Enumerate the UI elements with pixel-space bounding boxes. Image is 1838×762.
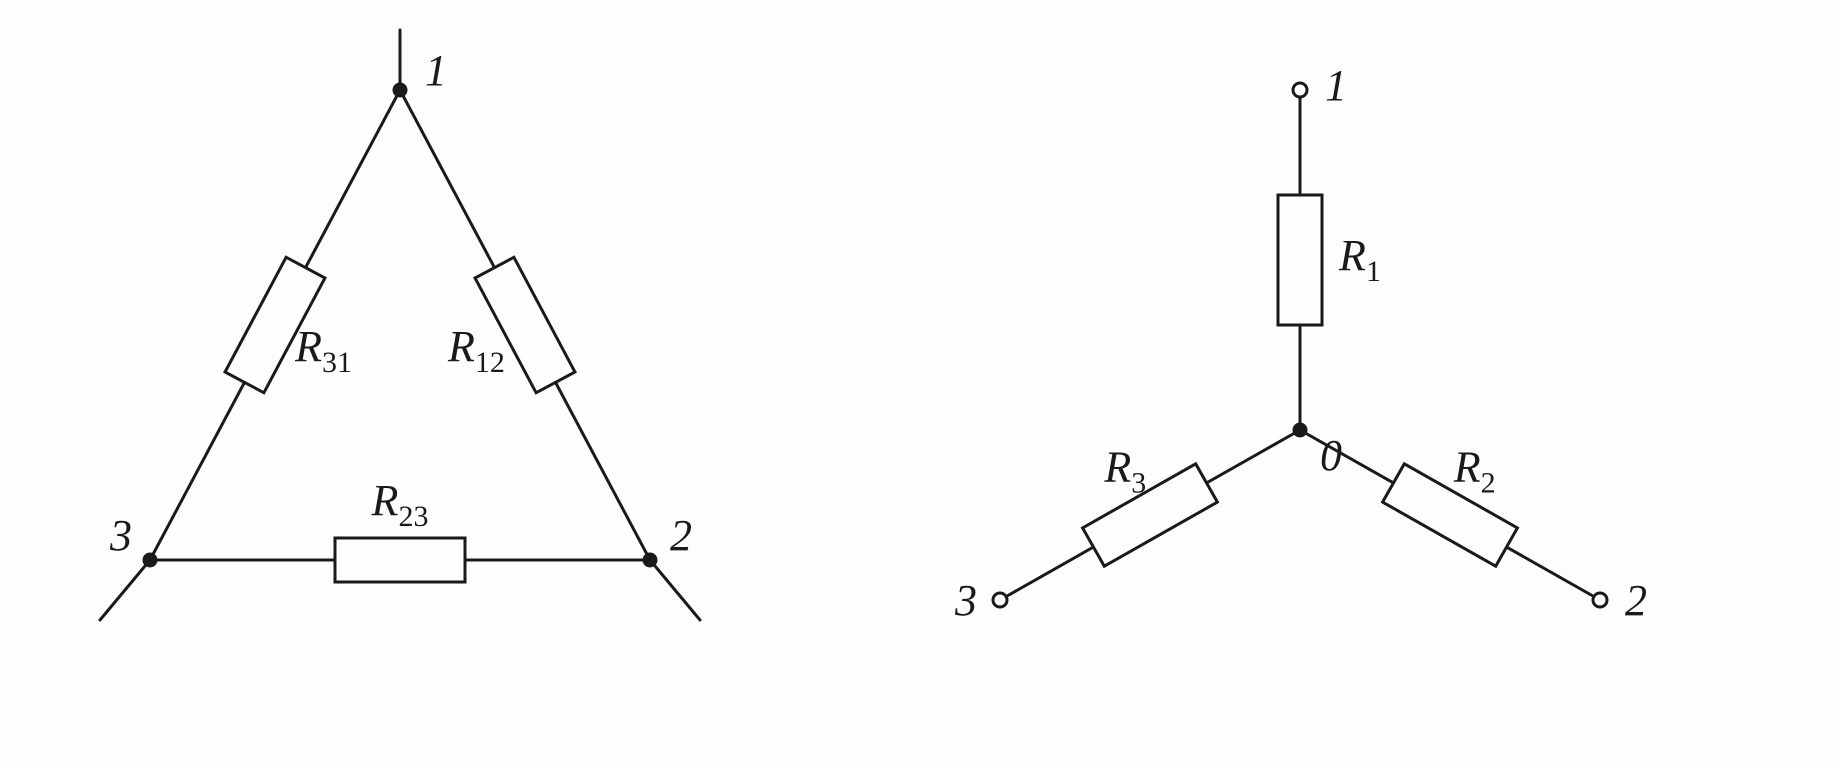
label-r2: R2 <box>1453 443 1496 500</box>
wye-node-label-n3: 3 <box>954 576 977 625</box>
wye-node-label-n2: 2 <box>1625 576 1647 625</box>
delta-node-label-n3: 3 <box>109 511 132 560</box>
wye-center-label: 0 <box>1320 431 1342 480</box>
circuit-diagram: R12 R23 R31 1 2 3 R1 R2 R3 0 1 2 3 <box>0 0 1838 762</box>
label-r12: R12 <box>447 322 505 379</box>
delta-node-label-n1: 1 <box>425 46 447 95</box>
label-r1: R1 <box>1338 231 1381 288</box>
wye-node-label-n1: 1 <box>1325 61 1347 110</box>
label-r31: R31 <box>294 322 352 379</box>
wye-network: R1 R2 R3 0 1 2 3 <box>954 61 1647 625</box>
delta-network: R12 R23 R31 1 2 3 <box>100 30 700 620</box>
label-r23: R23 <box>371 476 429 533</box>
delta-node-label-n2: 2 <box>670 511 692 560</box>
label-r3: R3 <box>1103 443 1146 500</box>
